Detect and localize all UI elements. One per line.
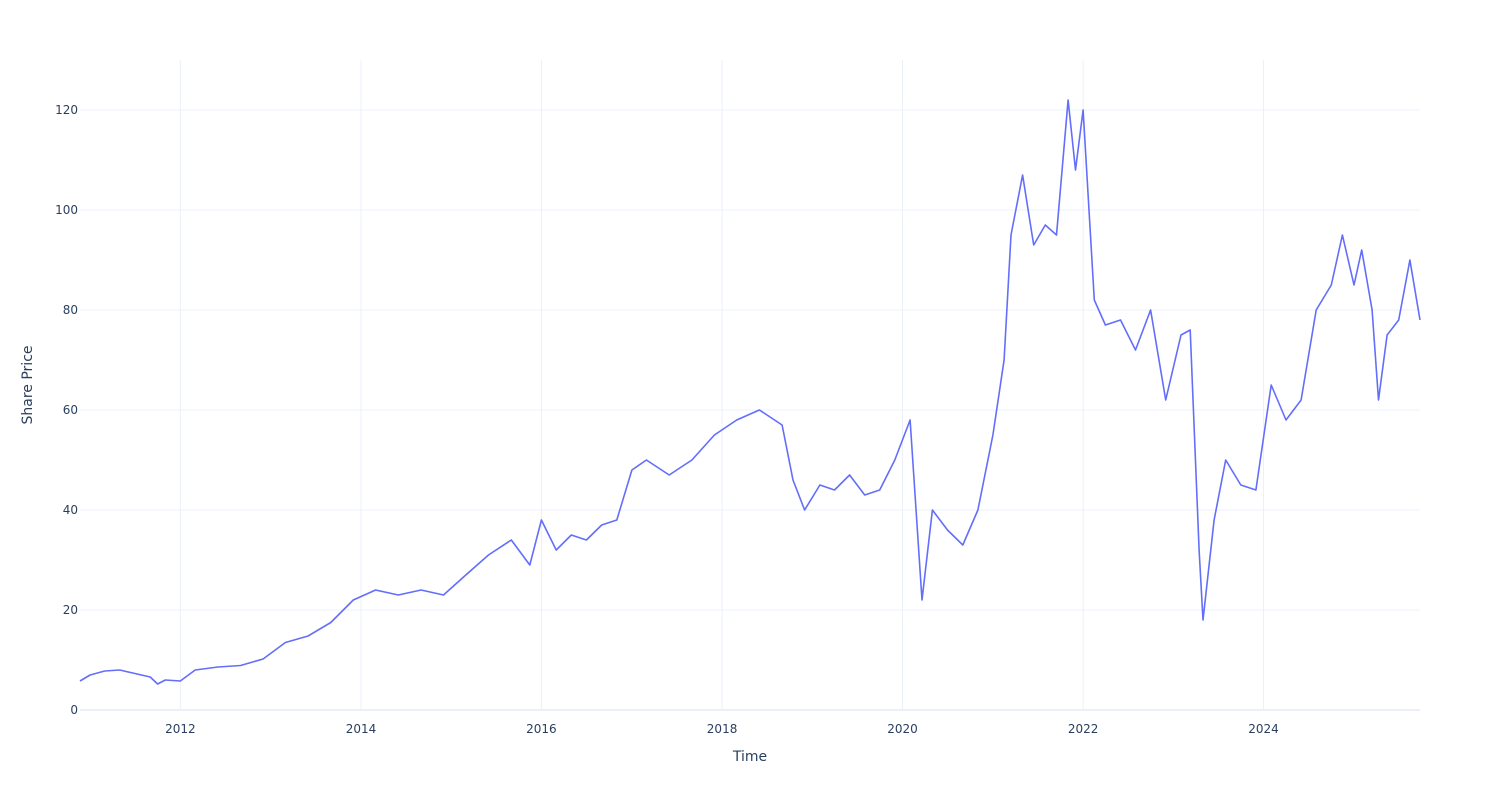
series-line — [79, 99, 1421, 685]
x-tick-label: 2020 — [887, 722, 918, 736]
y-tick-label: 40 — [63, 503, 78, 517]
series-layer — [79, 99, 1421, 685]
x-tick-label: 2016 — [526, 722, 557, 736]
x-tick-label: 2022 — [1068, 722, 1099, 736]
y-axis-title: Share Price — [20, 345, 36, 424]
y-tick-label: 20 — [63, 603, 78, 617]
x-tick-label: 2018 — [707, 722, 738, 736]
y-tick-label: 100 — [55, 203, 78, 217]
y-tick-label: 60 — [63, 403, 78, 417]
tick-labels: 0 20 40 60 80 100 120 2012 2014 2016 2018 2020 2022 2… — [55, 103, 1279, 736]
x-tick-label: 2012 — [165, 722, 196, 736]
x-axis-title: Time — [732, 749, 767, 765]
y-tick-label: 0 — [70, 703, 78, 717]
y-tick-label: 80 — [63, 303, 78, 317]
x-tick-label: 2024 — [1248, 722, 1279, 736]
grid — [80, 60, 1420, 711]
x-tick-label: 2014 — [346, 722, 377, 736]
y-tick-label: 120 — [55, 103, 78, 117]
